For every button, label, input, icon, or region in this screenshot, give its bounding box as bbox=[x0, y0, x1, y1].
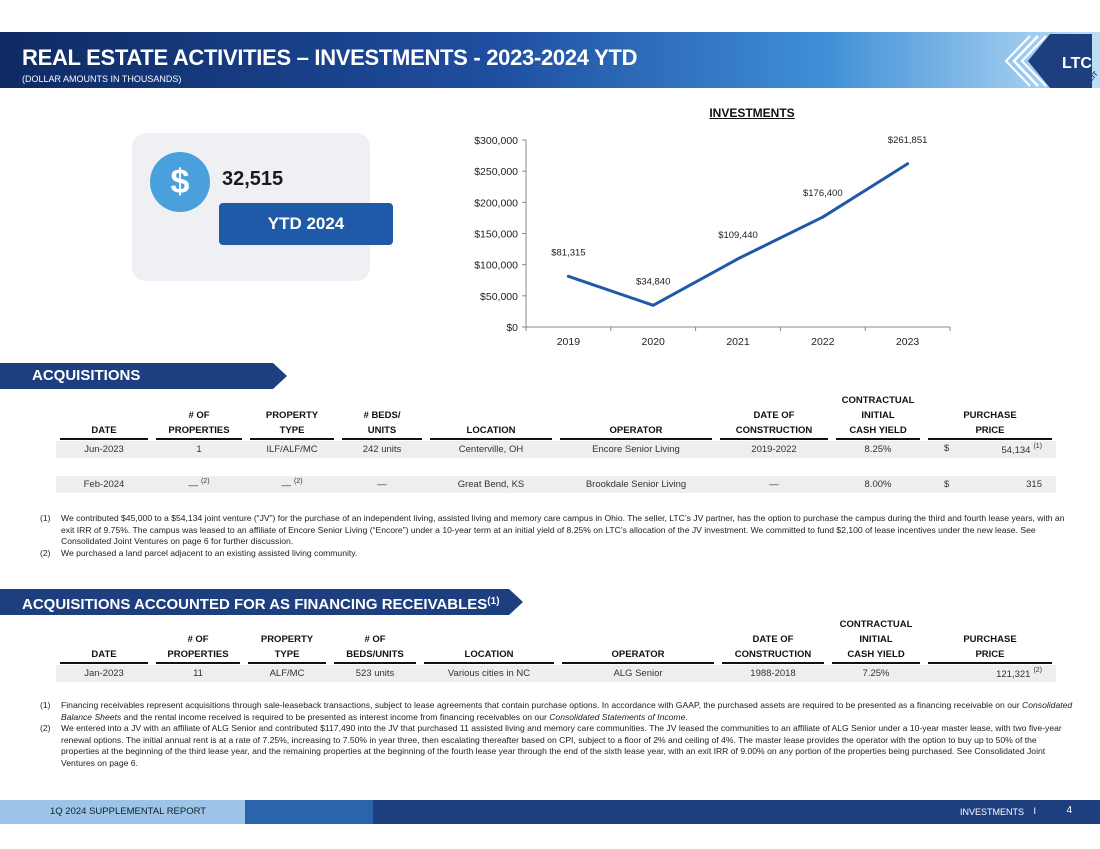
x-tick-label: 2019 bbox=[557, 336, 581, 348]
footnote: (1) We contributed $45,000 to a $54,134 j… bbox=[40, 513, 1065, 546]
header-properties: # OF PROPERTIES bbox=[152, 393, 246, 441]
header-location: LOCATION bbox=[426, 393, 556, 441]
header-beds: # BEDS/UNITS bbox=[338, 393, 426, 441]
section-financing-receivables: ACQUISITIONS ACCOUNTED FOR AS FINANCING … bbox=[0, 589, 523, 615]
ltc-reit-logo: LTC REIT bbox=[1004, 34, 1100, 88]
header-properties: # OF PROPERTIES bbox=[152, 617, 244, 665]
data-point bbox=[736, 257, 740, 261]
x-tick-label: 2023 bbox=[896, 336, 920, 348]
header-construction: DATE OF CONSTRUCTION bbox=[716, 393, 832, 441]
data-point bbox=[821, 215, 825, 219]
data-label: $261,851 bbox=[888, 135, 928, 146]
table-row: Jun-2023 1 ILF/ALF/MC 242 units Centervi… bbox=[56, 441, 1056, 458]
header-date: DATE bbox=[56, 393, 152, 441]
investments-chart: $0 $50,000 $100,000 $150,000 $200,000 $250,00… bbox=[474, 135, 951, 348]
y-tick-label: $250,000 bbox=[474, 166, 518, 178]
header-type: PROPERTY TYPE bbox=[246, 393, 338, 441]
header-date: DATE bbox=[56, 617, 152, 665]
header-price: PURCHASE PRICE bbox=[924, 393, 1056, 441]
data-label: $176,400 bbox=[803, 188, 843, 199]
y-tick-label: $200,000 bbox=[474, 197, 518, 209]
page-subtitle: (DOLLAR AMOUNTS IN THOUSANDS) bbox=[22, 74, 182, 84]
header-yield: CONTRACTUAL INITIAL CASH YIELD bbox=[828, 617, 924, 665]
data-point bbox=[566, 274, 570, 278]
header-construction: DATE OF CONSTRUCTION bbox=[718, 617, 828, 665]
y-tick-label: $50,000 bbox=[480, 291, 518, 303]
table-row: Feb-2024 — (2) — (2) — Great Bend, KS Broo… bbox=[56, 476, 1056, 493]
footer-separator: I bbox=[1033, 806, 1036, 816]
report-name: 1Q 2024 SUPPLEMENTAL REPORT bbox=[50, 806, 207, 817]
data-point bbox=[651, 303, 655, 307]
financing-table: DATE # OF PROPERTIES PROPERTY TYPE # OF BED… bbox=[56, 617, 1056, 682]
data-label: $81,315 bbox=[551, 247, 585, 258]
table-row: Jan-2023 11 ALF/MC 523 units Various cit… bbox=[56, 665, 1056, 682]
ytd-badge: YTD 2024 bbox=[219, 203, 393, 245]
header-location: LOCATION bbox=[420, 617, 558, 665]
data-label: $34,840 bbox=[636, 276, 670, 287]
dollar-icon: $ bbox=[150, 152, 210, 212]
x-tick-label: 2022 bbox=[811, 336, 835, 348]
financing-footnotes: (1) Financing receivables represent acqui… bbox=[40, 700, 1075, 769]
data-label: $109,440 bbox=[718, 230, 758, 241]
y-tick-label: $0 bbox=[506, 322, 518, 334]
acquisitions-footnotes: (1) We contributed $45,000 to a $54,134 j… bbox=[40, 513, 1075, 559]
logo-text: LTC bbox=[1062, 55, 1092, 72]
header-yield: CONTRACTUAL INITIAL CASH YIELD bbox=[832, 393, 924, 441]
header-type: PROPERTY TYPE bbox=[244, 617, 330, 665]
footnote: (2) We entered into a JV with an affiliat… bbox=[40, 723, 1062, 768]
chart-title: INVESTMENTS bbox=[709, 106, 795, 120]
x-tick-label: 2021 bbox=[726, 336, 750, 348]
page-title: REAL ESTATE ACTIVITIES – INVESTMENTS - 2… bbox=[22, 45, 638, 70]
header-price: PURCHASE PRICE bbox=[924, 617, 1056, 665]
header-operator: OPERATOR bbox=[558, 617, 718, 665]
page-number: 4 bbox=[1066, 805, 1072, 816]
section-acquisitions: ACQUISITIONS bbox=[0, 363, 287, 389]
header-banner: REAL ESTATE ACTIVITIES – INVESTMENTS - 2… bbox=[0, 32, 1100, 88]
footer: 1Q 2024 SUPPLEMENTAL REPORT I INVESTMENT… bbox=[0, 800, 1100, 824]
kpi-value: 32,515 bbox=[222, 168, 284, 190]
y-tick-label: $100,000 bbox=[474, 260, 518, 272]
footer-section: INVESTMENTS bbox=[959, 807, 1024, 817]
data-point bbox=[906, 162, 910, 166]
x-tick-label: 2020 bbox=[642, 336, 666, 348]
y-tick-label: $300,000 bbox=[474, 135, 518, 147]
y-tick-label: $150,000 bbox=[474, 229, 518, 241]
footnote: (1) Financing receivables represent acqui… bbox=[40, 700, 1073, 722]
header-beds: # OF BEDS/UNITS bbox=[330, 617, 420, 665]
header-operator: OPERATOR bbox=[556, 393, 716, 441]
acquisitions-table: DATE # OF PROPERTIES PROPERTY TYPE # BEDS/… bbox=[56, 393, 1056, 493]
footnote: (2) We purchased a land parcel adjacent t… bbox=[40, 547, 358, 558]
